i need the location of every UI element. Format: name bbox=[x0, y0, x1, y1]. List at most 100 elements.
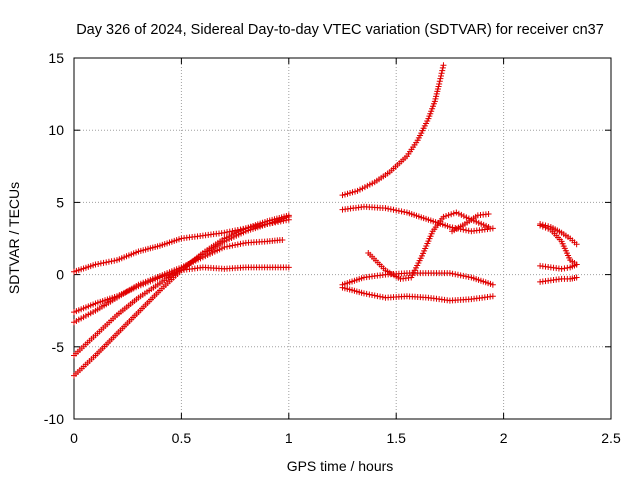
data-point bbox=[463, 273, 470, 280]
data-point bbox=[226, 243, 233, 250]
data-point bbox=[92, 261, 99, 268]
data-point bbox=[440, 213, 447, 220]
data-point bbox=[111, 257, 118, 264]
data-point bbox=[458, 211, 465, 218]
data-point bbox=[489, 293, 496, 300]
data-point bbox=[226, 228, 233, 235]
data-point bbox=[393, 207, 400, 214]
data-point bbox=[455, 210, 462, 217]
data-point bbox=[439, 67, 446, 74]
data-point bbox=[460, 226, 467, 233]
data-point bbox=[460, 213, 467, 220]
y-tick-label: 15 bbox=[48, 50, 64, 66]
data-point bbox=[349, 189, 356, 196]
data-point bbox=[454, 271, 461, 278]
data-point bbox=[237, 240, 244, 247]
data-point bbox=[95, 260, 102, 267]
chart-title: Day 326 of 2024, Sidereal Day-to-day VTE… bbox=[76, 22, 604, 38]
data-point bbox=[352, 188, 359, 195]
series-track-13 bbox=[537, 222, 580, 268]
data-point bbox=[100, 259, 107, 266]
data-point bbox=[374, 293, 381, 300]
series-track-5 bbox=[71, 212, 292, 379]
series-track-15 bbox=[537, 274, 580, 285]
data-point bbox=[224, 243, 231, 250]
data-point bbox=[97, 260, 104, 267]
data-point bbox=[573, 261, 580, 268]
data-point bbox=[395, 207, 402, 214]
x-axis: 0 0.5 1 1.5 2 2.5 bbox=[70, 58, 621, 446]
data-point bbox=[446, 270, 453, 277]
data-point bbox=[452, 271, 459, 278]
data-point bbox=[224, 229, 231, 236]
data-point bbox=[465, 273, 472, 280]
data-point bbox=[103, 259, 110, 266]
y-tick-label: 10 bbox=[48, 122, 64, 138]
data-point bbox=[221, 229, 228, 236]
data-point bbox=[382, 205, 389, 212]
data-point bbox=[443, 212, 450, 219]
data-point bbox=[438, 70, 445, 77]
data-point bbox=[229, 228, 236, 235]
data-point bbox=[379, 294, 386, 301]
data-point bbox=[440, 62, 447, 69]
y-tick-label: -5 bbox=[52, 339, 65, 355]
data-point bbox=[285, 264, 292, 271]
data-point bbox=[465, 227, 472, 234]
data-point bbox=[234, 241, 241, 248]
data-point bbox=[221, 244, 228, 251]
data-point bbox=[445, 212, 452, 219]
data-point bbox=[485, 223, 492, 230]
x-tick-label: 0.5 bbox=[172, 430, 192, 446]
data-point bbox=[448, 211, 455, 218]
y-tick-label: 0 bbox=[56, 267, 64, 283]
data-point bbox=[385, 205, 392, 212]
x-tick-label: 2 bbox=[500, 430, 508, 446]
data-point bbox=[398, 208, 405, 215]
data-point bbox=[369, 291, 376, 298]
x-tick-label: 1.5 bbox=[386, 430, 406, 446]
data-point bbox=[437, 75, 444, 82]
data-point bbox=[105, 258, 112, 265]
data-point bbox=[542, 224, 549, 231]
data-point bbox=[347, 190, 354, 197]
data-point bbox=[489, 281, 496, 288]
plot-frame bbox=[73, 57, 612, 420]
series-track-3 bbox=[71, 236, 286, 326]
x-axis-label: GPS time / hours bbox=[287, 458, 394, 474]
data-point bbox=[537, 222, 544, 229]
series-track-12 bbox=[537, 221, 580, 248]
data-point bbox=[449, 270, 456, 277]
data-point bbox=[360, 290, 367, 297]
data-point bbox=[463, 214, 470, 221]
y-axis: -10 -5 0 5 10 15 bbox=[44, 50, 611, 427]
grid bbox=[74, 58, 611, 419]
data-point bbox=[485, 210, 492, 217]
y-tick-label: 5 bbox=[56, 194, 64, 210]
data-point bbox=[457, 272, 464, 279]
data-point bbox=[366, 291, 373, 298]
y-axis-label: SDTVAR / TECUs bbox=[6, 182, 22, 294]
data-point bbox=[463, 227, 470, 234]
data-point bbox=[460, 272, 467, 279]
data-point bbox=[539, 223, 546, 230]
data-point bbox=[240, 240, 247, 247]
series-track-8 bbox=[365, 209, 492, 282]
data-point bbox=[545, 225, 552, 232]
data-point bbox=[436, 78, 443, 85]
data-point bbox=[371, 292, 378, 299]
x-tick-label: 0 bbox=[70, 430, 78, 446]
y-tick-label: -10 bbox=[44, 411, 64, 427]
plot-border bbox=[73, 57, 612, 420]
data-point bbox=[446, 223, 453, 230]
data-point bbox=[436, 80, 443, 87]
data-point bbox=[285, 212, 292, 219]
x-tick-label: 1 bbox=[285, 430, 293, 446]
data-point bbox=[339, 192, 346, 199]
data-point bbox=[573, 274, 580, 281]
data-point bbox=[453, 209, 460, 216]
x-tick-label: 2.5 bbox=[601, 430, 621, 446]
data-point bbox=[573, 241, 580, 248]
series-track-10 bbox=[339, 284, 496, 304]
